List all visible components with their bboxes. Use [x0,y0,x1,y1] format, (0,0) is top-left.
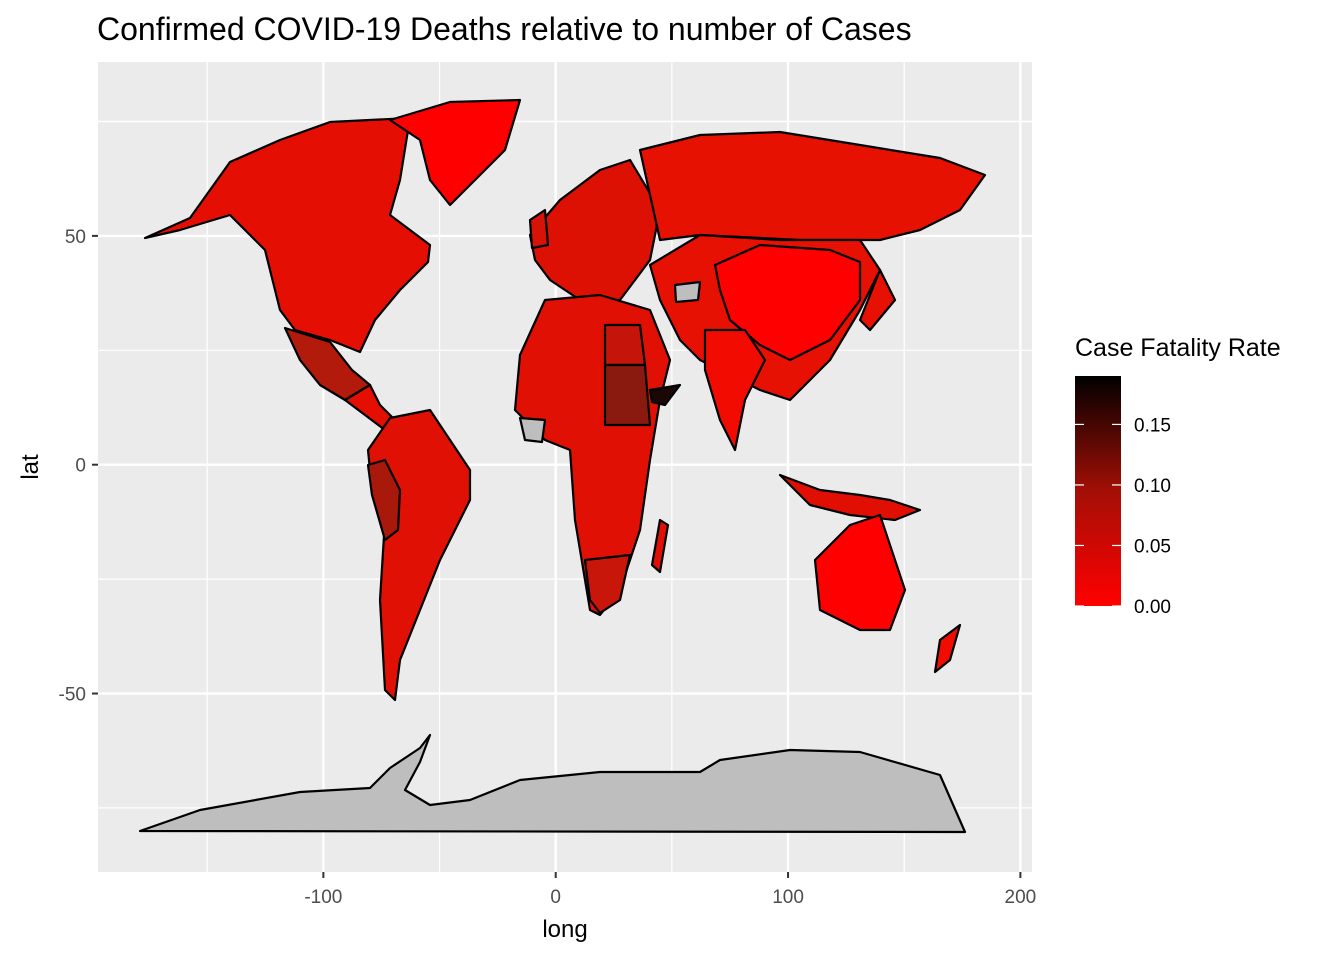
x-tick-label: 100 [772,887,804,908]
y-tick-label: 50 [65,227,86,248]
region-no-data-west-africa [518,416,547,444]
region-japan [858,268,897,332]
legend-ticks: 0.15 0.10 0.05 0.00 [1075,415,1171,618]
region-yemen [648,383,682,407]
y-axis: -50 0 50 [59,227,98,706]
region-south-africa [583,553,632,615]
x-tick-label: -100 [304,887,342,908]
legend-colorbar [1075,376,1121,606]
region-sudan [603,363,652,427]
region-greenland [388,98,522,207]
region-britain [528,208,550,250]
legend-tick-label: 0.10 [1134,476,1171,497]
y-tick-label: 0 [75,456,86,477]
region-no-data-afghanistan [673,280,702,304]
region-australia [813,513,907,632]
region-peru [366,458,402,542]
region-europe [528,158,662,302]
legend-tick-label: 0.05 [1134,536,1171,557]
region-madagascar [650,518,670,574]
region-antarctica [138,733,967,834]
region-indonesia [778,473,922,522]
chart-title: Confirmed COVID-19 Deaths relative to nu… [97,11,912,47]
legend-tick-label: 0.00 [1134,597,1171,618]
x-axis-title: long [542,916,587,943]
land-masses [138,98,987,834]
x-tick-label: 200 [1005,887,1037,908]
region-new-zealand [933,623,962,674]
region-north-america [143,116,432,354]
region-india [703,328,767,452]
x-tick-label: 0 [550,887,561,908]
legend-title: Case Fatality Rate [1075,334,1281,362]
x-axis: -100 0 100 200 [304,872,1036,908]
region-china [713,243,862,362]
region-egypt [603,323,647,367]
y-axis-title: lat [17,454,44,480]
legend-tick-label: 0.15 [1134,415,1171,436]
legend: Case Fatality Rate 0.15 0.10 0.05 0.00 [1075,334,1281,618]
y-tick-label: -50 [59,685,86,706]
